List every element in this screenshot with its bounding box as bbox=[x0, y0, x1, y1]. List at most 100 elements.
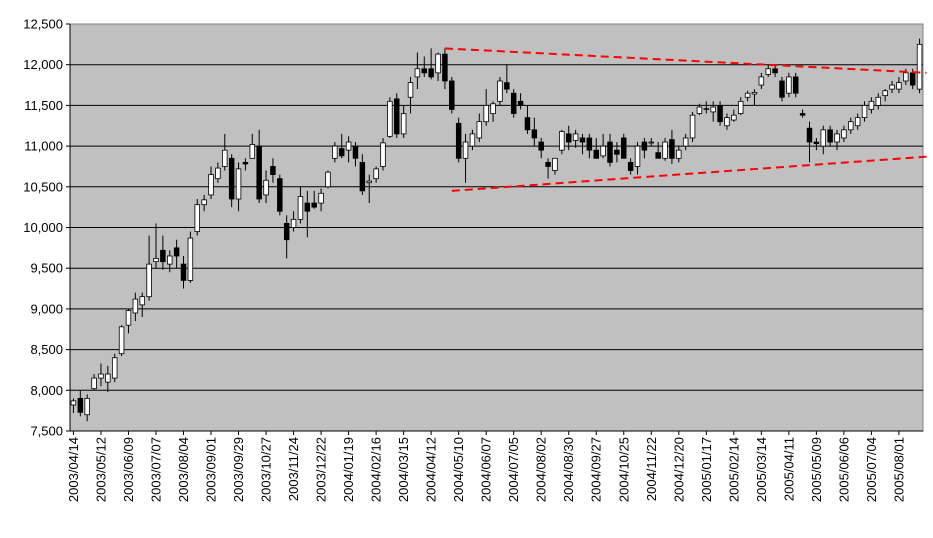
candle bbox=[586, 133, 593, 159]
candle-body bbox=[70, 400, 77, 406]
candle-body bbox=[153, 258, 159, 263]
candle bbox=[655, 142, 661, 159]
candle bbox=[469, 129, 476, 151]
candle bbox=[442, 48, 448, 90]
candle bbox=[242, 158, 249, 171]
candle bbox=[366, 174, 372, 204]
candle bbox=[827, 125, 833, 147]
candle bbox=[689, 111, 696, 143]
candle-body bbox=[600, 145, 606, 157]
candle bbox=[806, 121, 813, 163]
y-tick-label: 8,000 bbox=[30, 383, 63, 398]
candle bbox=[662, 137, 668, 161]
candle-body bbox=[614, 149, 620, 155]
candle-body bbox=[827, 129, 833, 143]
candle-body bbox=[593, 149, 599, 159]
candle-body bbox=[586, 137, 593, 151]
candle-body bbox=[634, 145, 641, 167]
candle bbox=[634, 142, 641, 175]
candle bbox=[359, 154, 366, 195]
candle bbox=[421, 56, 428, 77]
candle-body bbox=[903, 72, 909, 82]
x-tick-label: 2004/10/25 bbox=[616, 437, 631, 502]
x-tick-label: 2004/09/27 bbox=[589, 437, 604, 502]
candle-body bbox=[228, 157, 235, 200]
candle bbox=[772, 64, 778, 77]
candle bbox=[84, 394, 90, 422]
candle-body bbox=[621, 137, 627, 159]
candle bbox=[435, 52, 441, 81]
x-tick-label: 2003/09/01 bbox=[204, 437, 219, 502]
candle bbox=[572, 129, 579, 148]
candle-body bbox=[861, 105, 868, 119]
candle-body bbox=[173, 247, 180, 257]
candle bbox=[861, 101, 868, 122]
candle-body bbox=[476, 121, 483, 139]
candle bbox=[283, 215, 290, 259]
candle-body bbox=[283, 223, 290, 241]
x-tick-label: 2004/07/05 bbox=[506, 437, 521, 502]
candle bbox=[380, 137, 386, 171]
candle-body bbox=[311, 202, 317, 208]
candle bbox=[786, 72, 792, 98]
candle bbox=[889, 80, 895, 94]
candle-body bbox=[689, 114, 696, 139]
x-tick-label: 2003/10/27 bbox=[259, 437, 274, 502]
candle-body bbox=[889, 84, 895, 90]
candle-body bbox=[641, 141, 648, 151]
candle-body bbox=[352, 145, 359, 159]
candle bbox=[875, 93, 882, 110]
candle-body bbox=[428, 68, 434, 78]
candle bbox=[779, 76, 785, 102]
candle bbox=[77, 390, 84, 417]
candle-body bbox=[338, 148, 345, 157]
x-tick-label: 2003/11/24 bbox=[286, 437, 301, 501]
candle-body bbox=[194, 204, 201, 232]
candle-body bbox=[146, 263, 152, 298]
candle-body bbox=[758, 76, 765, 86]
candle bbox=[394, 93, 400, 138]
candle-body bbox=[373, 168, 379, 180]
candle-body bbox=[187, 237, 194, 281]
candle bbox=[91, 374, 97, 391]
x-tick-label: 2005/02/14 bbox=[726, 437, 741, 502]
candle-body bbox=[579, 137, 586, 143]
y-tick-label: 9,500 bbox=[30, 261, 63, 276]
candle bbox=[290, 211, 297, 232]
candle-body bbox=[792, 76, 799, 94]
candle-body bbox=[696, 106, 703, 114]
candle-body bbox=[455, 122, 462, 159]
candle-body bbox=[366, 180, 372, 184]
candle bbox=[215, 162, 221, 183]
candle-body bbox=[263, 179, 269, 196]
candle-body bbox=[772, 68, 778, 74]
x-tick-label: 2004/01/19 bbox=[341, 437, 356, 502]
candle bbox=[497, 76, 503, 106]
x-tick-label: 2004/04/12 bbox=[424, 437, 439, 502]
candle-body bbox=[449, 80, 455, 110]
candle-body bbox=[648, 141, 655, 144]
candle bbox=[792, 72, 799, 98]
candle-body bbox=[304, 202, 311, 212]
candle-body bbox=[813, 141, 820, 145]
candle-body bbox=[875, 96, 882, 106]
candle-body bbox=[655, 152, 661, 159]
candle bbox=[627, 158, 634, 175]
candle bbox=[118, 325, 125, 357]
candle bbox=[338, 133, 345, 159]
candle-body bbox=[662, 141, 668, 159]
candle bbox=[559, 129, 565, 155]
candle bbox=[449, 76, 455, 114]
candle bbox=[187, 231, 194, 283]
candle-body bbox=[290, 218, 297, 228]
candle bbox=[552, 157, 558, 175]
candle bbox=[407, 76, 414, 114]
candle-body bbox=[105, 373, 111, 383]
candle bbox=[676, 146, 682, 163]
x-tick-label: 2003/05/12 bbox=[93, 437, 108, 502]
candle-body bbox=[676, 149, 682, 159]
candle bbox=[565, 125, 572, 151]
candle bbox=[222, 133, 228, 171]
candle-body bbox=[483, 105, 489, 123]
candle-body bbox=[380, 142, 386, 167]
